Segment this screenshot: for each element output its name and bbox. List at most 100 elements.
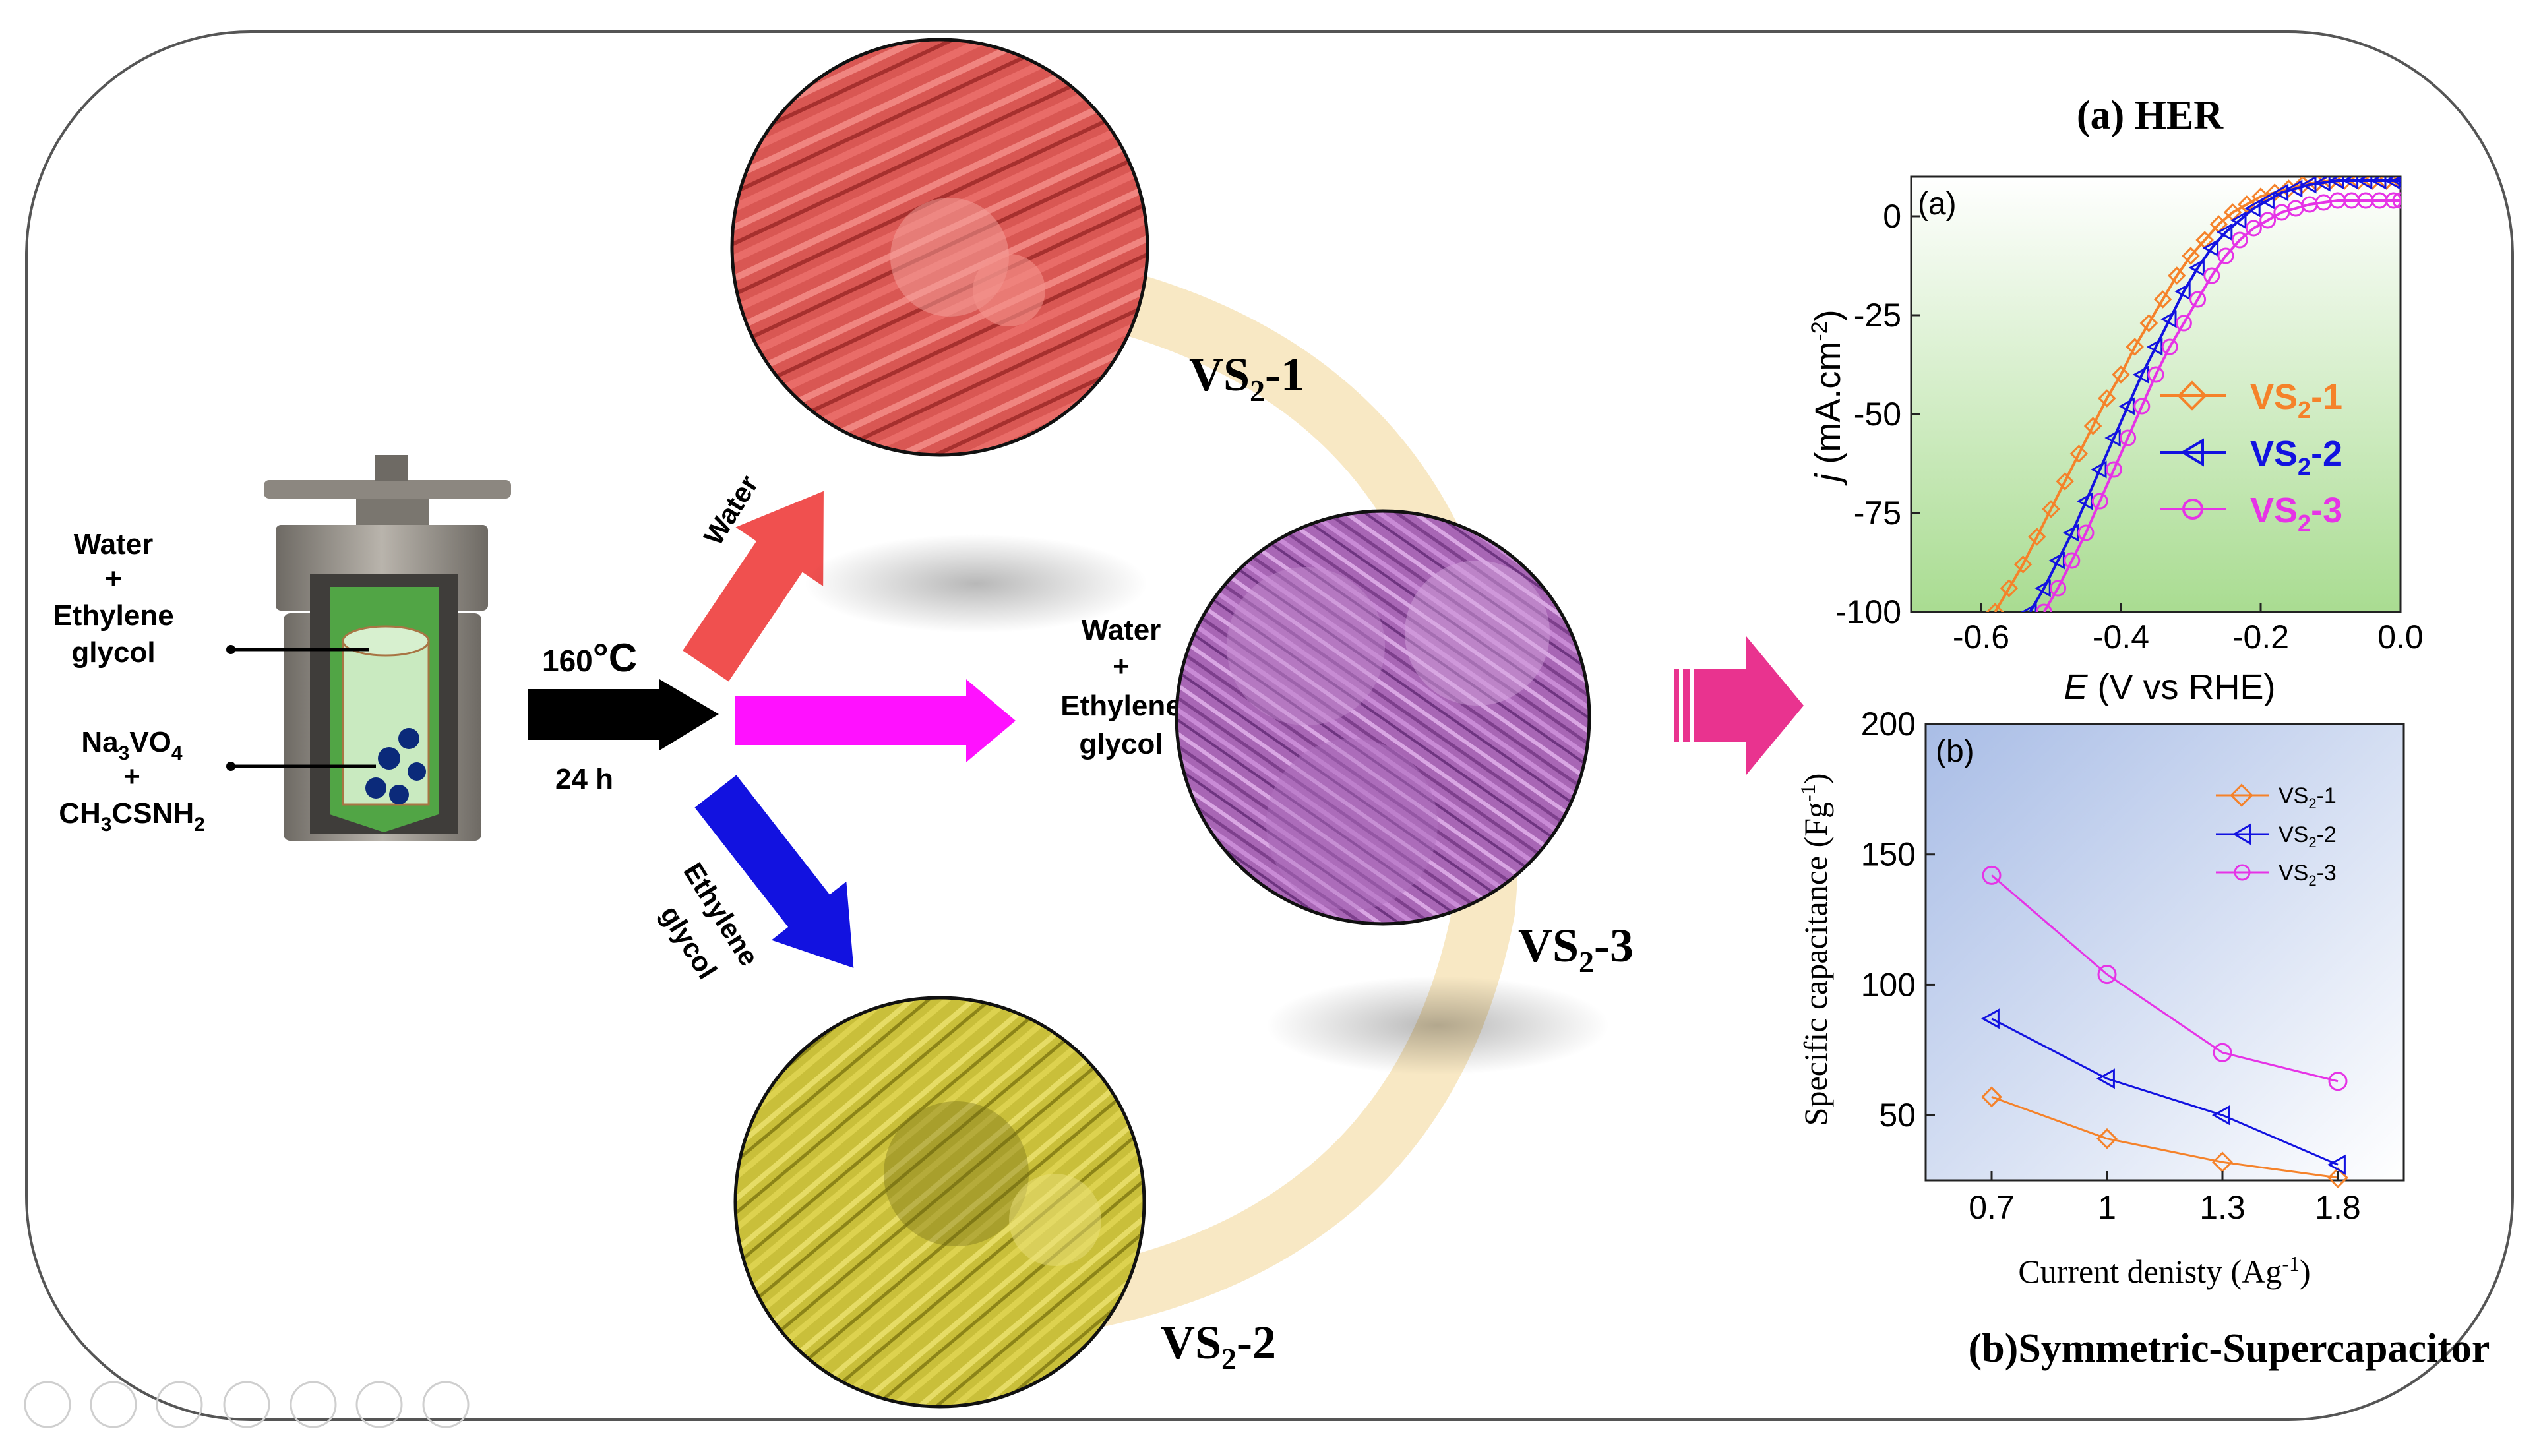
her-y-tick-label: -75 — [1854, 495, 1901, 531]
presentation-controls — [24, 1381, 470, 1428]
mixed-solvent-arrow — [735, 679, 1016, 762]
shadow-vs3 — [1266, 976, 1609, 1075]
sc-y-tick-label: 100 — [1861, 966, 1916, 1003]
her-legend-vs3: VS2-3 — [2250, 491, 2342, 537]
sc-heading: (b)Symmetric-Supercapacitor — [1969, 1326, 2490, 1371]
her-x-tick-label: 0.0 — [2377, 619, 2424, 655]
her-vs3-point — [2120, 429, 2137, 446]
her-chart: -0.6 -0.4 -0.2 0.0 0 -25 -50 -75 -100 (a) j (mA.… — [1807, 175, 2424, 707]
sc-vs2-point — [1980, 1008, 2000, 1029]
sc-x-tick-label: 0.7 — [1969, 1189, 2015, 1226]
her-vs1-point — [2391, 177, 2401, 190]
application-arrow — [1674, 636, 1804, 775]
her-vs2-point — [2174, 282, 2191, 301]
sc-series-vs1-line — [1991, 1096, 2339, 1179]
her-vs1-point — [2139, 314, 2158, 332]
slides-icon[interactable] — [223, 1381, 270, 1428]
her-vs3-point — [2217, 247, 2234, 264]
her-vs1-point — [2056, 472, 2074, 491]
prev-slide-icon[interactable] — [24, 1381, 71, 1428]
sc-vs1-point — [1981, 1086, 2002, 1108]
her-vs1-point — [2195, 231, 2214, 249]
subtitles-icon[interactable] — [355, 1381, 403, 1428]
ethylene-glycol-arrow — [694, 775, 854, 968]
her-vs1-point — [2126, 338, 2144, 356]
time-label: 24 h — [555, 763, 613, 795]
sc-vs3-point — [1982, 865, 2002, 885]
her-vs2-point — [2272, 183, 2289, 202]
her-vs3-point — [2091, 493, 2108, 510]
her-vs2-point — [2244, 199, 2261, 218]
her-vs1-point — [2000, 579, 2019, 597]
her-vs1-point — [2069, 444, 2089, 463]
process-arrow — [528, 679, 719, 750]
her-x-tick-label: -0.4 — [2093, 619, 2149, 655]
her-vs2-point — [2300, 177, 2317, 194]
her-vs1-point — [2363, 177, 2382, 190]
vs2-label: VS2-2 — [1161, 1316, 1276, 1376]
sc-vs2-point — [2327, 1154, 2346, 1175]
solvent-pointer-dot — [226, 645, 235, 654]
next-slide-icon[interactable] — [90, 1381, 137, 1428]
her-vs1-point — [2265, 183, 2284, 202]
temperature-label: 160°C — [542, 636, 637, 680]
her-series-vs3-line — [2042, 199, 2401, 612]
her-vs3-point — [2147, 366, 2164, 383]
her-vs3-point — [2161, 338, 2178, 355]
sc-legend-vs3: VS2-3 — [2279, 861, 2337, 889]
her-vs1-point — [2168, 266, 2186, 285]
her-vs3-point — [2064, 552, 2081, 569]
sc-legend-vs1: VS2-1 — [2279, 783, 2337, 812]
her-vs1-point — [2083, 417, 2102, 435]
sc-vs1-point — [2212, 1151, 2233, 1173]
her-vs1-point — [2251, 187, 2270, 206]
sc-panel-tag: (b) — [1936, 734, 1974, 769]
her-legend-vs2: VS2-2 — [2250, 434, 2342, 480]
her-x-tick-label: -0.6 — [1953, 619, 2009, 655]
her-vs1-point — [2042, 500, 2060, 518]
her-vs3-point — [2035, 603, 2052, 612]
her-vs1-point — [2238, 195, 2256, 214]
pen-icon[interactable] — [156, 1381, 203, 1428]
her-vs3-point — [2175, 315, 2192, 332]
her-y-tick-label: -25 — [1854, 297, 1901, 334]
her-panel-tag: (a) — [1918, 187, 1957, 222]
svg-text:Ethylene: Ethylene — [1060, 690, 1181, 722]
solvent-label: Water + Ethylene glycol — [53, 528, 173, 669]
her-vs3-point — [2050, 580, 2067, 597]
her-ylabel: j (mA.cm-2) — [1807, 309, 1848, 486]
her-vs1-point — [2335, 177, 2354, 190]
her-vs2-point — [2021, 603, 2037, 612]
sc-x-tick-label: 1.3 — [2199, 1189, 2246, 1226]
her-plot-area — [1910, 175, 2402, 613]
her-vs3-point — [2105, 461, 2122, 478]
her-vs2-point — [2202, 239, 2219, 257]
svg-text:glycol: glycol — [71, 636, 155, 669]
shadow-vs1 — [805, 534, 1147, 633]
her-vs1-point — [2153, 290, 2172, 309]
sc-vs3-point — [2097, 965, 2117, 985]
her-vs2-point — [2314, 177, 2331, 192]
her-vs1-point — [2377, 177, 2396, 190]
her-y-tick-label: -100 — [1835, 593, 1901, 630]
more-options-icon[interactable] — [422, 1381, 470, 1428]
precursor-label: Na3VO4 + CH3CSNH2 — [59, 726, 205, 835]
her-vs2-point — [2384, 177, 2401, 190]
her-vs3-point — [2203, 267, 2220, 284]
sc-plot-area — [1924, 723, 2405, 1182]
her-vs3-point — [2259, 212, 2277, 229]
her-vs2-point — [2230, 211, 2247, 229]
precursor-pointer-dot — [226, 762, 235, 771]
her-vs3-point — [2385, 192, 2401, 209]
her-vs3-point — [2231, 231, 2248, 249]
micrograph-vs1 — [730, 38, 1149, 457]
sc-vs3-point — [2328, 1072, 2348, 1091]
her-y-tick-label: 0 — [1883, 198, 1901, 235]
her-vs3-point — [2077, 524, 2095, 541]
her-heading: (a) HER — [2077, 93, 2224, 138]
her-vs2-point — [2258, 191, 2275, 210]
zoom-icon[interactable] — [290, 1381, 337, 1428]
her-vs1-point — [2182, 247, 2200, 265]
sc-vs1-point — [2327, 1167, 2348, 1188]
her-vs1-point — [2223, 203, 2242, 222]
